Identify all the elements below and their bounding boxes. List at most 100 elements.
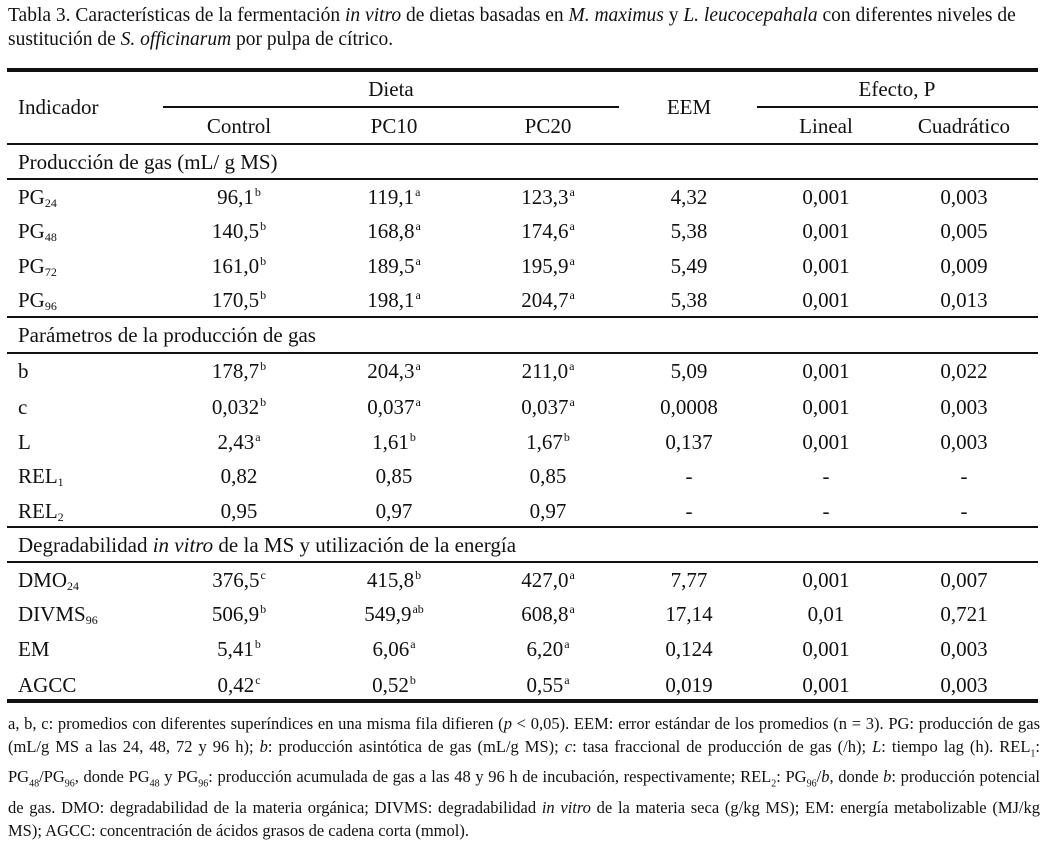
caption-italic: M. maximus — [568, 5, 664, 26]
cell-eem: 5,38 — [670, 288, 708, 312]
bottom-rule — [7, 699, 1038, 703]
cell-pc20: 427,0a — [521, 568, 575, 592]
section-params: Parámetros de la producción de gas — [18, 323, 316, 347]
cell-cuad: 0,003 — [940, 637, 988, 661]
cell-cuad: 0,721 — [940, 602, 988, 626]
cell-eem: - — [685, 464, 693, 488]
row-label: EM — [18, 637, 50, 661]
caption-text: y — [663, 5, 684, 26]
cell-control: 170,5b — [211, 288, 267, 312]
cell-cuad: 0,003 — [940, 185, 988, 209]
cell-control: 376,5c — [212, 568, 266, 592]
cell-pc20: 123,3a — [521, 185, 575, 209]
cell-cuad: 0,003 — [940, 395, 988, 419]
cell-pc20: 608,8a — [521, 602, 575, 626]
cell-eem: 0,019 — [665, 673, 713, 697]
cell-pc10: 6,06a — [372, 637, 416, 661]
cell-pc10: 1,61b — [372, 430, 416, 454]
cell-lineal: - — [822, 464, 830, 488]
caption-text: con diferentes niveles de sustitución de — [8, 5, 1016, 50]
cell-lineal: 0,001 — [802, 430, 850, 454]
section-degradabilidad: Degradabilidad in vitro de la MS y utili… — [18, 533, 517, 557]
cell-lineal: 0,001 — [802, 219, 850, 243]
cell-lineal: 0,001 — [802, 673, 850, 697]
row-label: L — [18, 430, 31, 454]
header-pc20: PC20 — [524, 114, 572, 138]
cell-pc20: 195,9a — [521, 254, 575, 278]
cell-pc20: 0,037a — [521, 395, 575, 419]
cell-eem: 5,09 — [670, 359, 708, 383]
cell-pc10: 0,85 — [375, 464, 413, 488]
row-label: REL2 — [18, 499, 64, 524]
cell-control: 0,95 — [220, 499, 258, 523]
cell-lineal: 0,001 — [802, 568, 850, 592]
efecto-underline — [757, 106, 1038, 108]
cell-pc10: 198,1a — [367, 288, 421, 312]
header-indicador: Indicador — [18, 95, 99, 119]
cell-pc20: 0,97 — [529, 499, 567, 523]
row-label: PG96 — [18, 288, 57, 313]
cell-control: 96,1b — [217, 185, 261, 209]
cell-control: 0,82 — [220, 464, 258, 488]
cell-cuad: 0,013 — [940, 288, 988, 312]
cell-eem: 0,137 — [665, 430, 713, 454]
cell-eem: 0,124 — [665, 637, 713, 661]
cell-control: 2,43a — [217, 430, 261, 454]
row-label: PG24 — [18, 185, 57, 210]
cell-pc10: 0,52b — [372, 673, 416, 697]
header-dieta: Dieta — [368, 77, 414, 101]
cell-control: 5,41b — [217, 637, 261, 661]
cell-pc20: 204,7a — [521, 288, 575, 312]
row-label: AGCC — [18, 673, 77, 697]
cell-lineal: 0,001 — [802, 359, 850, 383]
cell-lineal: 0,001 — [802, 288, 850, 312]
cell-cuad: 0,005 — [940, 219, 988, 243]
cell-eem: 0,0008 — [660, 395, 718, 419]
header-cuadratico: Cuadrático — [917, 114, 1011, 138]
cell-control: 178,7b — [211, 359, 267, 383]
cell-pc20: 1,67b — [526, 430, 570, 454]
caption-italic: L. leucocepahala — [683, 5, 818, 26]
cell-eem: 5,49 — [670, 254, 708, 278]
caption-italic: S. officinarum — [120, 29, 232, 50]
row-label: REL1 — [18, 464, 64, 489]
cell-pc20: 0,85 — [529, 464, 567, 488]
header-control: Control — [206, 114, 272, 138]
row-label: c — [18, 395, 28, 419]
cell-eem: 17,14 — [665, 602, 713, 626]
header-pc10: PC10 — [370, 114, 418, 138]
cell-control: 161,0b — [211, 254, 267, 278]
section-rule — [7, 526, 1038, 528]
cell-control: 0,42c — [217, 673, 261, 697]
cell-control: 506,9b — [211, 602, 267, 626]
cell-lineal: 0,01 — [807, 602, 845, 626]
header-lineal: Lineal — [799, 114, 853, 138]
cell-lineal: 0,001 — [802, 185, 850, 209]
header-efecto: Efecto, P — [858, 77, 936, 101]
dieta-underline — [163, 106, 619, 108]
cell-pc10: 119,1a — [367, 185, 421, 209]
row-label: PG48 — [18, 219, 57, 244]
cell-pc20: 174,6a — [521, 219, 575, 243]
cell-pc20: 211,0a — [521, 359, 575, 383]
cell-pc10: 0,037a — [367, 395, 421, 419]
header-rule — [7, 143, 1038, 145]
caption-text: de dietas basadas en — [401, 5, 569, 26]
cell-cuad: - — [960, 499, 968, 523]
table-footnote: a, b, c: promedios con diferentes superí… — [8, 714, 1041, 840]
cell-cuad: - — [960, 464, 968, 488]
cell-eem: 4,32 — [670, 185, 708, 209]
cell-pc10: 189,5a — [367, 254, 421, 278]
cell-pc10: 415,8b — [366, 568, 422, 592]
section-rule — [7, 561, 1038, 563]
top-rule — [7, 68, 1038, 72]
row-label: DMO24 — [18, 568, 80, 593]
cell-pc10: 204,3a — [367, 359, 421, 383]
cell-pc10: 0,97 — [375, 499, 413, 523]
caption-text: Tabla 3. Características de la fermentac… — [8, 5, 346, 26]
cell-cuad: 0,007 — [940, 568, 988, 592]
caption-text: por pulpa de cítrico. — [231, 29, 394, 50]
section-rule — [7, 178, 1038, 180]
cell-cuad: 0,003 — [940, 430, 988, 454]
section-rule — [7, 316, 1038, 318]
